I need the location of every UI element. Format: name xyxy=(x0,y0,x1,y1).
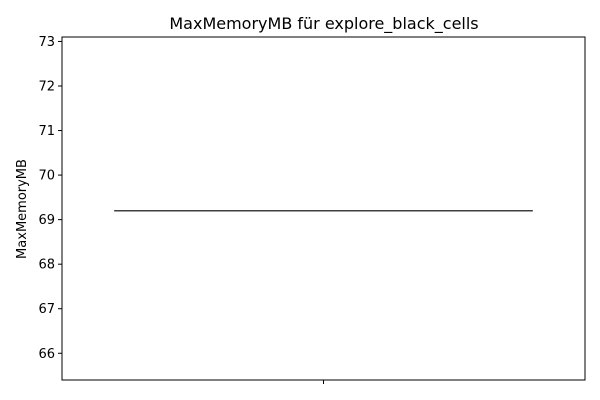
y-tick-label: 72 xyxy=(38,80,55,95)
y-tick-label: 73 xyxy=(38,35,55,50)
y-tick-label: 68 xyxy=(38,258,55,273)
y-axis-label: MaxMemoryMB xyxy=(15,159,30,259)
y-tick-label: 66 xyxy=(38,347,55,362)
chart-title: MaxMemoryMB für explore_black_cells xyxy=(169,14,478,34)
y-tick-label: 70 xyxy=(38,169,55,184)
plot-area: 66 67 68 69 70 71 72 73 xyxy=(38,35,586,384)
y-tick-label: 67 xyxy=(38,302,55,317)
y-tick-label: 69 xyxy=(38,213,55,228)
plot-frame xyxy=(61,36,586,381)
y-tick-label: 71 xyxy=(38,124,55,139)
